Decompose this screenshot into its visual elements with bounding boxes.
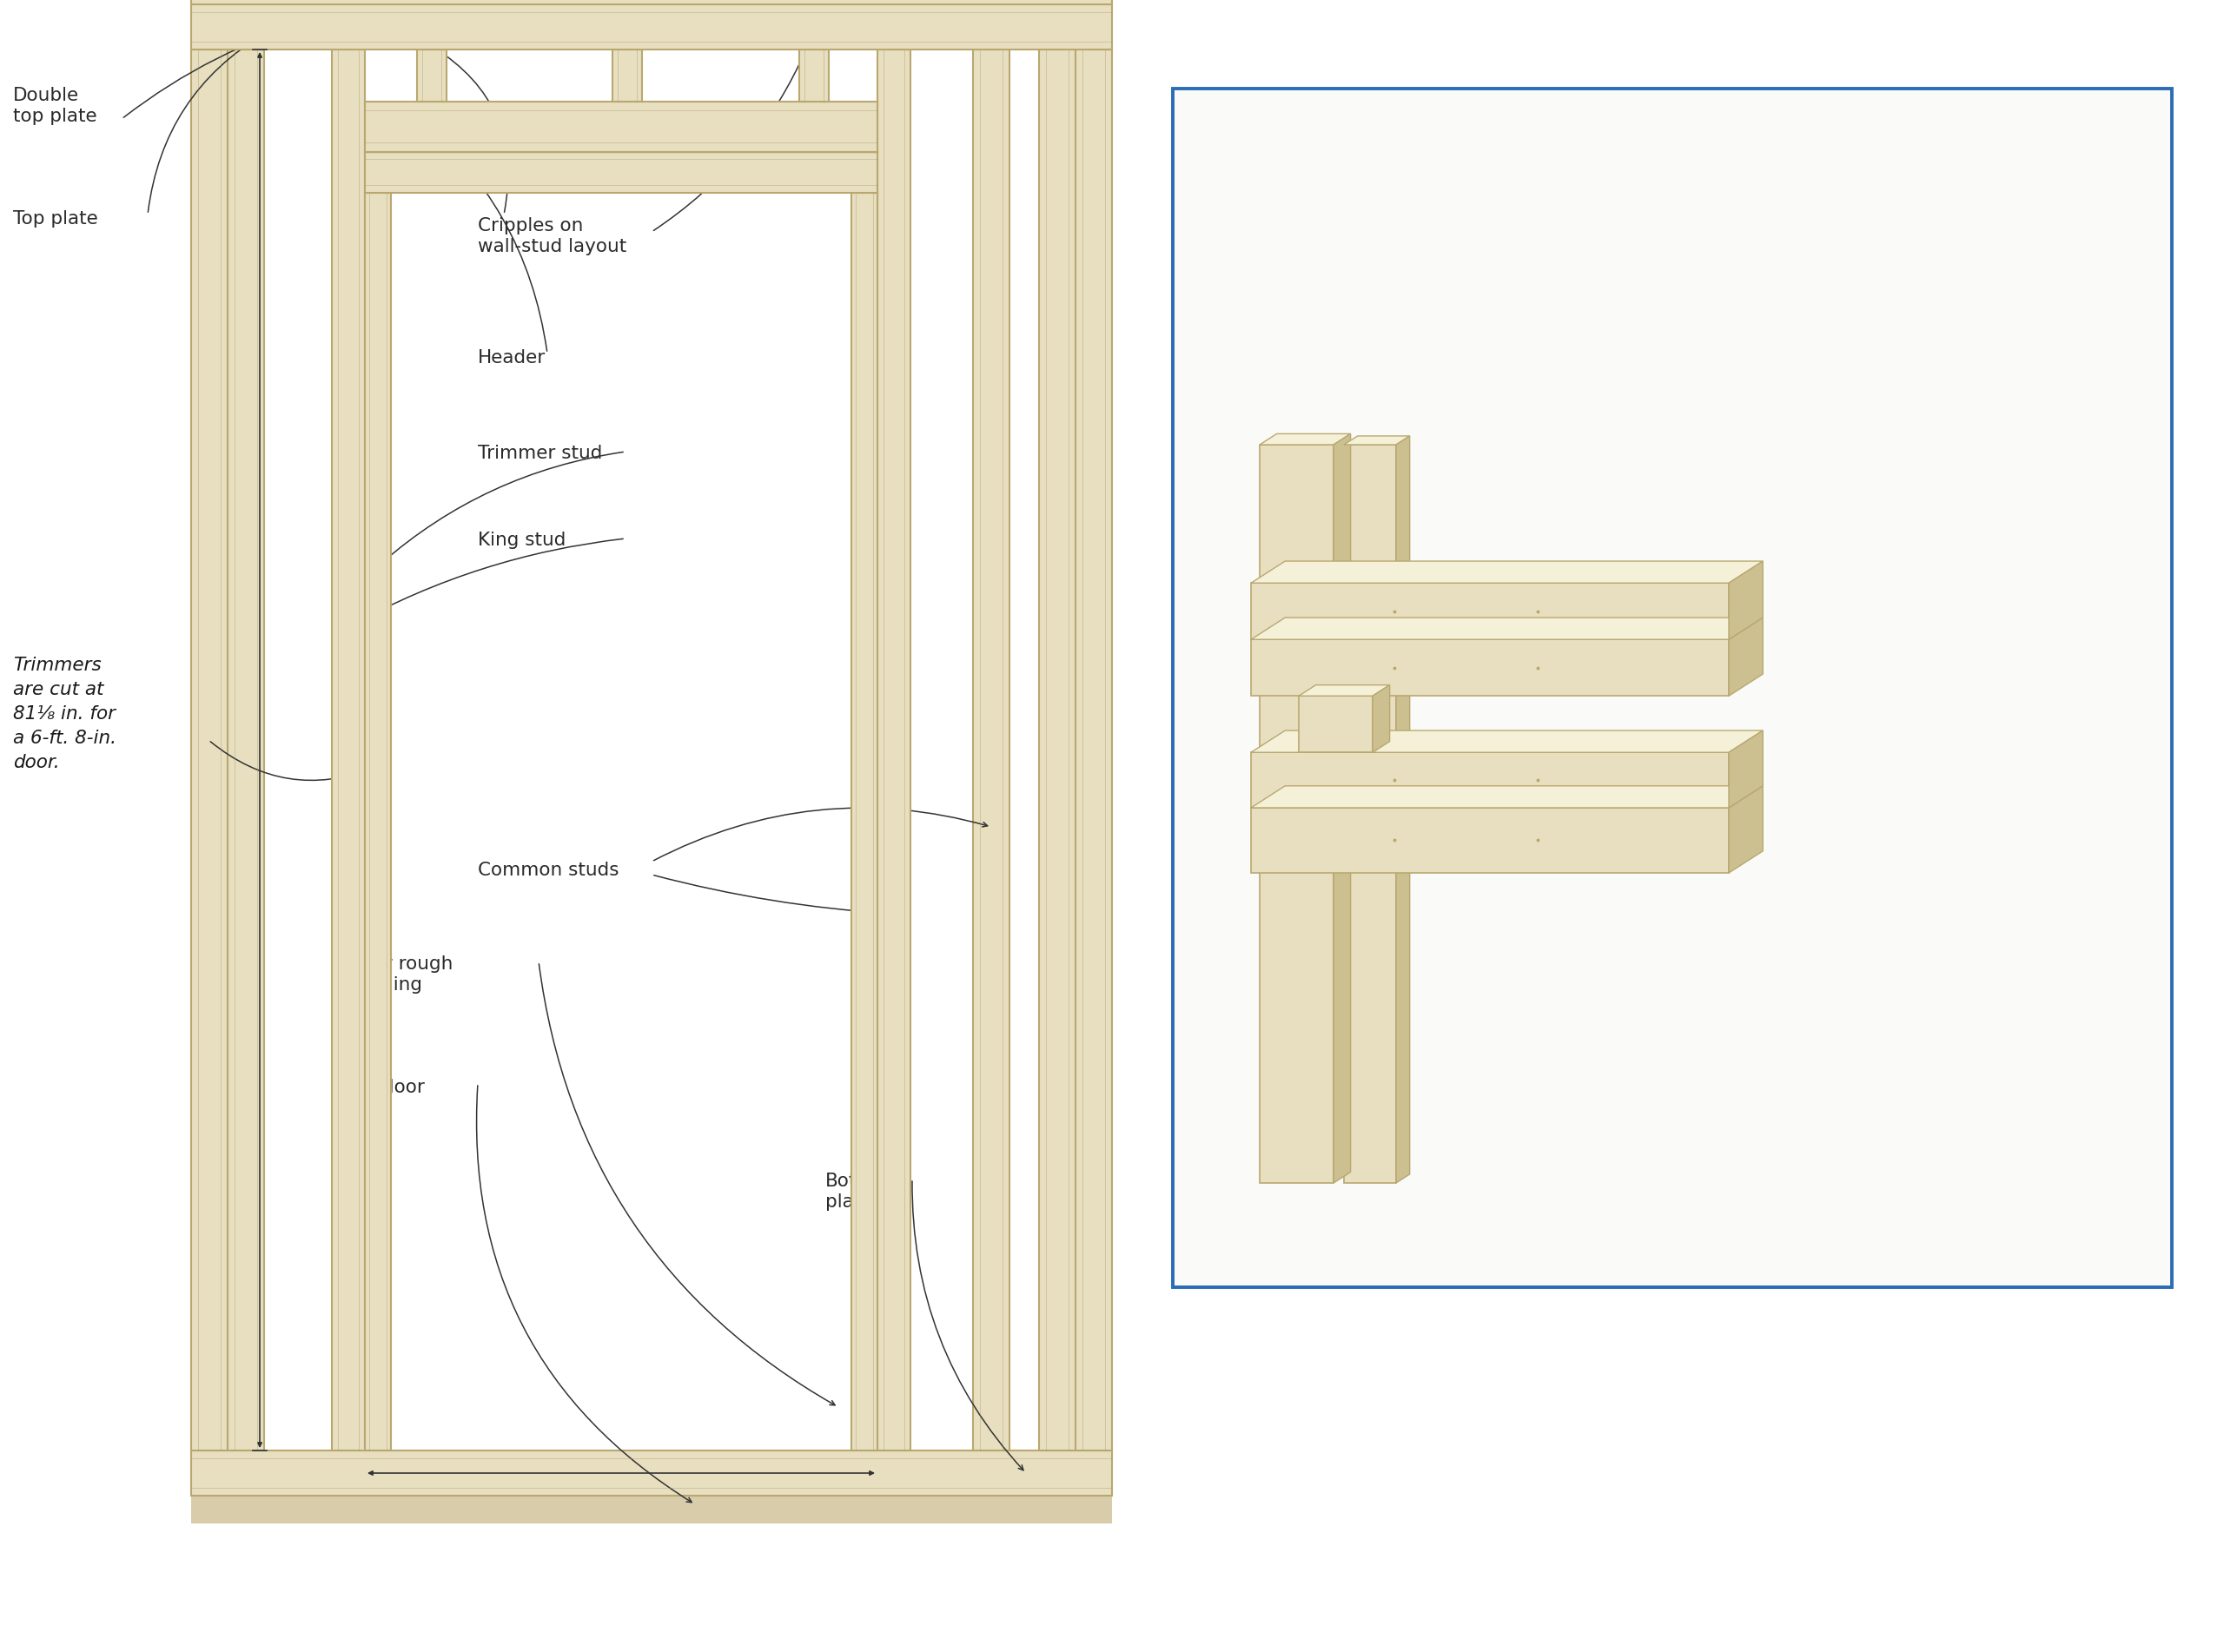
Bar: [1250, 808, 1728, 872]
Polygon shape: [1250, 562, 1764, 583]
Bar: [191, 50, 227, 1450]
Polygon shape: [1250, 618, 1764, 639]
Bar: [191, 0, 1112, 5]
Text: Header: Header: [478, 349, 545, 367]
Polygon shape: [1259, 434, 1350, 444]
Bar: [191, 1450, 1112, 1495]
Bar: [1250, 583, 1728, 639]
Bar: [852, 193, 878, 1450]
Text: Top plate: Top plate: [13, 210, 98, 228]
Bar: [612, 50, 643, 102]
Bar: [974, 50, 1010, 1450]
Text: Subfloor: Subfloor: [347, 1079, 425, 1097]
Polygon shape: [1728, 730, 1764, 808]
Bar: [191, 5, 1112, 50]
Text: Double
2x header
with ½-in.
plywood
spacer: Double 2x header with ½-in. plywood spac…: [1910, 732, 1999, 836]
FancyBboxPatch shape: [1172, 89, 2173, 1287]
Text: Trimmer stud: Trimmer stud: [478, 444, 603, 463]
Polygon shape: [1728, 562, 1764, 639]
Bar: [1259, 444, 1334, 1183]
Bar: [191, 1460, 1112, 1523]
Polygon shape: [1372, 686, 1390, 752]
Text: Door rough
opening: Door rough opening: [347, 955, 454, 995]
Text: Bottom
plate: Bottom plate: [825, 1173, 894, 1211]
Bar: [1076, 50, 1112, 1450]
Polygon shape: [1343, 436, 1410, 444]
Text: King stud: King stud: [478, 532, 565, 548]
Polygon shape: [1728, 618, 1764, 695]
Polygon shape: [1397, 436, 1410, 1183]
Bar: [1299, 695, 1372, 752]
Bar: [798, 50, 830, 102]
Bar: [365, 102, 878, 152]
Bar: [1039, 50, 1076, 1450]
Bar: [365, 193, 391, 1450]
Text: Cripple: Cripple: [1910, 479, 1973, 496]
Polygon shape: [1250, 730, 1764, 752]
Bar: [1250, 639, 1728, 695]
Bar: [365, 152, 878, 193]
Polygon shape: [1728, 786, 1764, 872]
Text: Double
top plate: Double top plate: [13, 86, 98, 126]
Text: Trimmers
are cut at
81⅛ in. for
a 6-ft. 8-in.
door.: Trimmers are cut at 81⅛ in. for a 6-ft. …: [13, 656, 116, 771]
Bar: [1250, 752, 1728, 808]
Bar: [1343, 444, 1397, 1183]
Text: Common studs: Common studs: [478, 862, 618, 879]
Text: Cripples on
wall-stud layout: Cripples on wall-stud layout: [478, 216, 627, 256]
Bar: [418, 50, 447, 102]
Bar: [878, 50, 910, 1450]
Text: Top
plates: Top plates: [1910, 226, 1964, 263]
Polygon shape: [1334, 434, 1350, 1183]
Bar: [227, 50, 265, 1450]
Bar: [331, 50, 365, 1450]
Polygon shape: [1250, 786, 1764, 808]
Polygon shape: [1299, 686, 1390, 695]
